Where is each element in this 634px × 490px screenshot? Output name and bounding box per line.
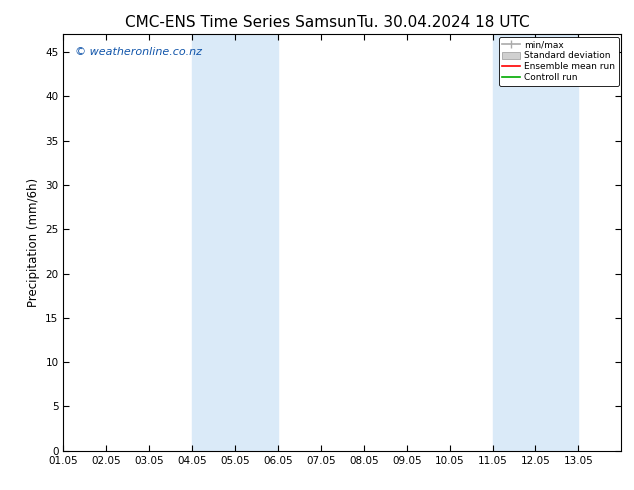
- Text: © weatheronline.co.nz: © weatheronline.co.nz: [75, 47, 202, 57]
- Bar: [192, 34, 278, 451]
- Text: Tu. 30.04.2024 18 UTC: Tu. 30.04.2024 18 UTC: [358, 15, 530, 30]
- Y-axis label: Precipitation (mm/6h): Precipitation (mm/6h): [27, 178, 40, 307]
- Bar: [493, 34, 578, 451]
- Legend: min/max, Standard deviation, Ensemble mean run, Controll run: min/max, Standard deviation, Ensemble me…: [499, 37, 619, 86]
- Text: CMC-ENS Time Series Samsun: CMC-ENS Time Series Samsun: [126, 15, 356, 30]
